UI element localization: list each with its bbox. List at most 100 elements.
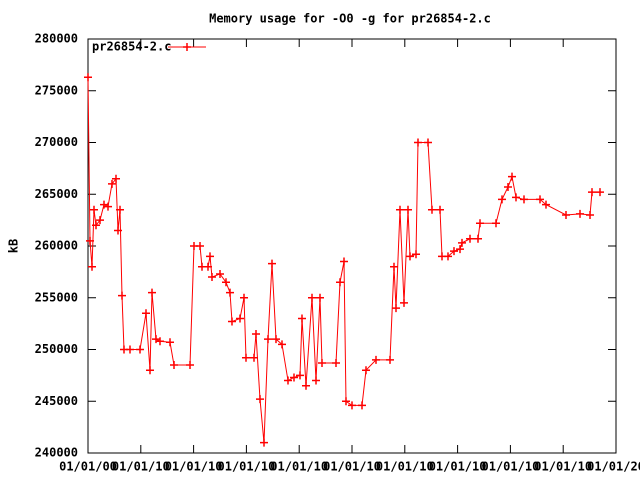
data-point xyxy=(108,179,116,188)
data-point xyxy=(436,205,444,214)
legend-marker xyxy=(183,43,191,51)
data-point xyxy=(362,366,370,375)
data-point xyxy=(96,216,104,225)
data-point xyxy=(542,200,550,209)
data-point xyxy=(228,317,236,326)
data-point xyxy=(208,273,216,282)
y-tick-label: 260000 xyxy=(35,239,78,253)
legend-label: pr26854-2.c xyxy=(92,40,171,54)
x-tick-label: 01/01/10 xyxy=(165,460,223,474)
data-point xyxy=(348,401,356,410)
data-point xyxy=(250,353,258,362)
y-tick-label: 255000 xyxy=(35,290,78,304)
data-point xyxy=(400,298,408,307)
y-tick-label: 270000 xyxy=(35,135,78,149)
data-point xyxy=(90,205,98,214)
data-point xyxy=(296,371,304,380)
x-tick-label: 01/01/10 xyxy=(376,460,434,474)
data-point xyxy=(146,366,154,375)
data-point xyxy=(290,373,298,382)
data-point xyxy=(372,355,380,364)
x-tick-label: 01/01/00 xyxy=(59,460,117,474)
x-tick-label: 01/01/10 xyxy=(323,460,381,474)
data-point xyxy=(86,236,94,245)
data-point xyxy=(268,259,276,268)
data-point xyxy=(104,202,112,211)
data-point xyxy=(316,293,324,302)
data-point xyxy=(216,269,224,278)
y-axis-label: kB xyxy=(7,239,21,253)
data-point xyxy=(562,210,570,219)
data-point xyxy=(504,183,512,192)
x-tick-label: 01/01/20 xyxy=(587,460,640,474)
data-point xyxy=(474,234,482,243)
data-point xyxy=(588,188,596,197)
y-tick-label: 265000 xyxy=(35,187,78,201)
data-point xyxy=(92,221,100,230)
data-point xyxy=(114,226,122,235)
data-point xyxy=(256,395,264,404)
data-point xyxy=(406,252,414,261)
data-point xyxy=(386,355,394,364)
data-point xyxy=(508,172,516,181)
data-point xyxy=(136,345,144,354)
y-tick-label: 280000 xyxy=(35,32,78,46)
data-point xyxy=(84,73,92,82)
data-point xyxy=(340,257,348,266)
data-point xyxy=(342,397,350,406)
data-point xyxy=(148,288,156,297)
data-point xyxy=(236,314,244,323)
data-point xyxy=(312,376,320,385)
data-point xyxy=(308,293,316,302)
data-point xyxy=(404,205,412,214)
data-point xyxy=(412,250,420,259)
data-point xyxy=(240,293,248,302)
data-point xyxy=(336,278,344,287)
data-point xyxy=(166,338,174,347)
data-point xyxy=(444,252,452,261)
data-point xyxy=(186,361,194,370)
data-point xyxy=(332,358,340,367)
data-point xyxy=(142,309,150,318)
data-point xyxy=(196,242,204,250)
data-point xyxy=(88,262,96,271)
data-point xyxy=(512,193,520,202)
x-tick-label: 01/01/10 xyxy=(534,460,592,474)
data-point xyxy=(424,138,432,147)
data-point xyxy=(264,335,272,344)
y-tick-label: 250000 xyxy=(35,342,78,356)
data-point xyxy=(596,188,604,197)
data-point xyxy=(450,247,458,256)
data-point xyxy=(204,262,212,271)
data-point xyxy=(242,353,250,362)
x-tick-label: 01/01/10 xyxy=(429,460,487,474)
x-tick-label: 01/01/10 xyxy=(218,460,276,474)
data-point xyxy=(112,174,120,183)
data-point xyxy=(414,138,422,147)
data-point xyxy=(206,252,214,261)
data-point xyxy=(498,195,506,204)
y-tick-label: 275000 xyxy=(35,83,78,97)
data-point xyxy=(456,245,464,254)
data-point xyxy=(576,209,584,218)
data-point xyxy=(458,238,466,247)
data-point xyxy=(170,361,178,370)
data-point xyxy=(536,195,544,204)
y-tick-label: 240000 xyxy=(35,446,78,460)
data-point xyxy=(156,337,164,346)
data-point xyxy=(272,335,280,344)
data-point xyxy=(428,205,436,214)
data-point xyxy=(358,401,366,410)
data-point xyxy=(252,329,260,338)
data-point xyxy=(126,345,134,354)
data-point xyxy=(222,278,230,287)
chart-title: Memory usage for -O0 -g for pr26854-2.c xyxy=(209,12,491,26)
data-point xyxy=(396,205,404,214)
data-point xyxy=(392,304,400,313)
data-point xyxy=(390,262,398,271)
data-point xyxy=(302,381,310,390)
data-point xyxy=(466,234,474,243)
y-tick-label: 245000 xyxy=(35,394,78,408)
data-point xyxy=(476,219,484,228)
